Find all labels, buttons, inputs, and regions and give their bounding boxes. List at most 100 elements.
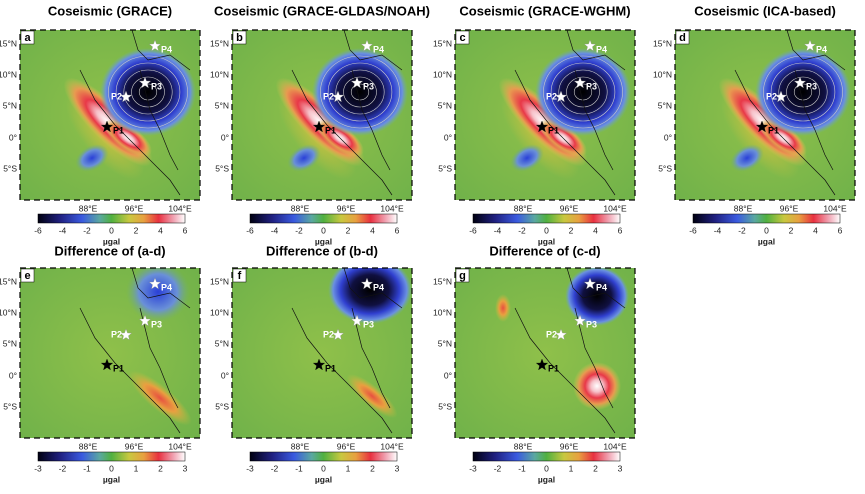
epicenter-star <box>793 76 807 89</box>
negative-anomaly <box>535 48 631 136</box>
colorbar-tick-label: 4 <box>593 225 598 235</box>
negative-anomaly <box>565 268 629 326</box>
point-label: P1 <box>325 125 336 135</box>
negative-anomaly <box>312 48 408 136</box>
lat-tick-label: 10°N <box>0 69 17 79</box>
colorbar-tick-label: -2 <box>59 463 67 473</box>
panel-title: Coseismic (ICA-based) <box>694 3 836 18</box>
point-label: P4 <box>596 44 607 54</box>
point-label: P3 <box>363 81 374 91</box>
coastline <box>514 30 626 196</box>
epicenter-star <box>583 39 597 52</box>
lat-tick-label: 0° <box>9 132 17 142</box>
colorbar-tick-label: 0 <box>321 463 326 473</box>
epicenter-star <box>100 358 114 371</box>
point-label: P4 <box>596 282 607 292</box>
negative-anomaly <box>755 48 851 136</box>
colorbar <box>37 213 186 224</box>
letter-box <box>232 268 247 283</box>
point-label: P1 <box>768 125 779 135</box>
colorbar <box>472 213 621 224</box>
colorbar-tick-label: 1 <box>569 463 574 473</box>
colorbar-tick-label: -3 <box>469 463 477 473</box>
colorbar-tick-label: -4 <box>494 225 502 235</box>
epicenter-star <box>535 358 549 371</box>
letter-box <box>455 268 470 283</box>
point-label: P2 <box>323 91 334 101</box>
lat-tick-label: 5°N <box>658 100 672 110</box>
colorbar-tick-label: 0 <box>321 225 326 235</box>
colorbar-tick-label: -4 <box>714 225 722 235</box>
lon-tick-label: 104°E <box>603 203 627 213</box>
map-frame <box>19 267 201 439</box>
coastline <box>734 30 846 196</box>
coastline <box>79 268 191 434</box>
epicenter-star <box>331 328 345 341</box>
panel-letter: d <box>679 32 686 44</box>
lat-tick-label: 15°N <box>433 38 452 48</box>
panel-letter: f <box>238 270 242 282</box>
lon-tick-label: 96°E <box>560 203 579 213</box>
point-label: P3 <box>151 319 162 329</box>
colorbar-tick-label: 0 <box>764 225 769 235</box>
lon-tick-label: 88°E <box>291 441 310 451</box>
panel-letter: c <box>459 32 465 44</box>
colorbar-tick-label: -1 <box>295 463 303 473</box>
lat-tick-label: 0° <box>9 370 17 380</box>
epicenter-star <box>360 39 374 52</box>
colorbar-tick-label: 2 <box>158 463 163 473</box>
lat-tick-label: 10°N <box>433 69 452 79</box>
colorbar-tick-label: -4 <box>271 225 279 235</box>
point-label: P2 <box>546 329 557 339</box>
lon-tick-label: 96°E <box>337 441 356 451</box>
epicenter-star <box>312 120 326 133</box>
lon-tick-label: 96°E <box>560 441 579 451</box>
colorbar-tick-label: -2 <box>271 463 279 473</box>
panel: Coseismic (ICA-based) d 15°N 10°N 5°N 0° 5°S 88… <box>653 3 856 246</box>
colorbar-tick-label: -3 <box>246 463 254 473</box>
colorbar-tick-label: 2 <box>134 225 139 235</box>
epicenter-star <box>583 277 597 290</box>
colorbar-tick-label: 4 <box>370 225 375 235</box>
lon-tick-label: 104°E <box>380 203 404 213</box>
lon-tick-label: 88°E <box>734 203 753 213</box>
epicenter-star <box>350 314 364 327</box>
colorbar <box>249 213 398 224</box>
lat-tick-label: 15°N <box>0 276 17 286</box>
panel-title: Coseismic (GRACE-WGHM) <box>459 3 630 18</box>
colorbar-tick-label: 2 <box>789 225 794 235</box>
colorbar-tick-label: 0 <box>544 225 549 235</box>
negative-small <box>730 144 764 172</box>
lon-tick-label: 104°E <box>603 441 627 451</box>
colorbar-tick-label: 6 <box>838 225 843 235</box>
lat-tick-label: 5°S <box>3 401 17 411</box>
epicenter-star <box>312 358 326 371</box>
lat-tick-label: 5°N <box>438 100 452 110</box>
epicenter-star <box>554 328 568 341</box>
contour <box>543 55 623 129</box>
colorbar-tick-label: -2 <box>738 225 746 235</box>
colorbar-unit: µgal <box>315 236 332 246</box>
letter-box <box>20 268 35 283</box>
contour <box>763 55 843 129</box>
contour <box>108 55 188 129</box>
lon-tick-label: 88°E <box>514 203 533 213</box>
contour <box>115 62 181 122</box>
coastline <box>291 268 403 434</box>
point-label: P4 <box>816 44 827 54</box>
epicenter-star <box>535 120 549 133</box>
epicenter-star <box>119 328 133 341</box>
panel-title: Difference of (c-d) <box>489 243 600 258</box>
point-label: P3 <box>806 81 817 91</box>
panel-title: Difference of (a-d) <box>54 243 165 258</box>
epicenter-star <box>554 90 568 103</box>
map-frame <box>19 29 201 201</box>
positive-anomaly <box>346 374 398 418</box>
lon-tick-label: 104°E <box>168 441 192 451</box>
lat-tick-label: 10°N <box>210 69 229 79</box>
point-label: P4 <box>373 282 384 292</box>
panel-letter: e <box>24 270 30 282</box>
colorbar-tick-label: -2 <box>83 225 91 235</box>
map <box>20 268 200 438</box>
